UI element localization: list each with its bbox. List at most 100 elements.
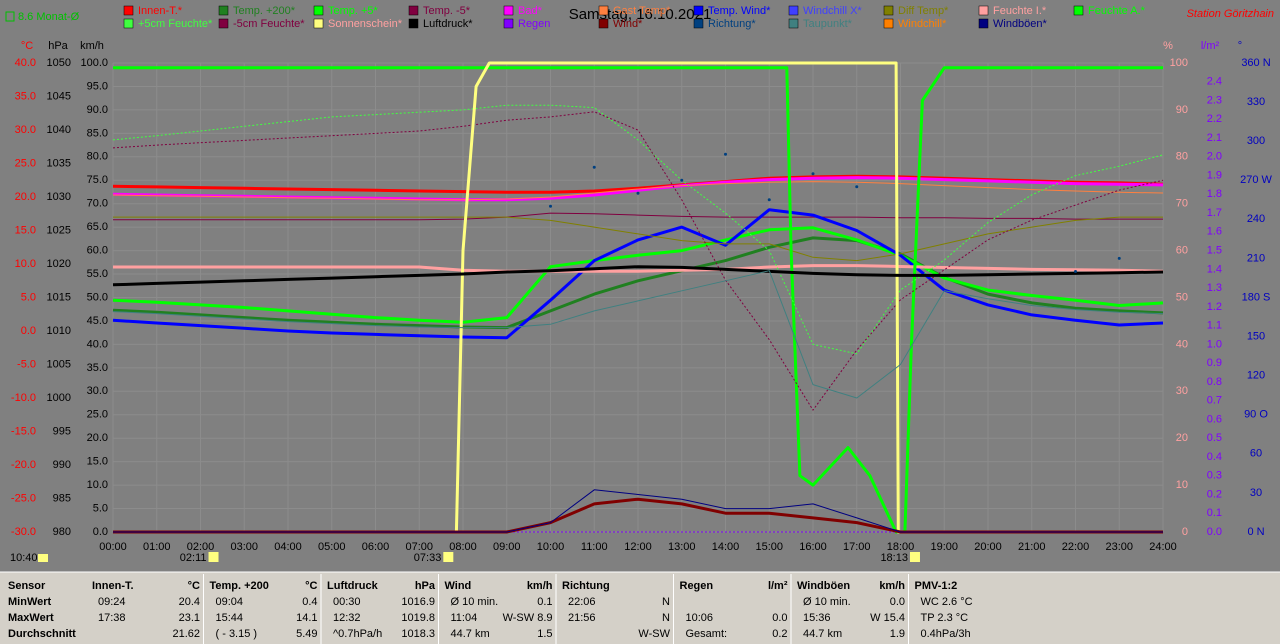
y5-tick-label: 0.8 (1207, 376, 1222, 388)
cell-text: ( - 3.15 ) (216, 628, 258, 640)
y-tick-label: 5.0 (21, 291, 36, 303)
y-tick-label: 10.0 (15, 258, 36, 270)
month-avg: 8.6 Monat-Ø (18, 11, 80, 23)
legend-swatch (408, 5, 419, 16)
x-tick-label: 14:00 (712, 541, 740, 553)
y3-tick-label: 95.0 (87, 80, 108, 92)
x-tick-label: 12:00 (624, 541, 652, 553)
y6-axis-unit: ° (1238, 40, 1242, 52)
column-header: Windböen (797, 580, 850, 592)
x-tick-label: 03:00 (230, 541, 258, 553)
cell-text: 22:06 (568, 596, 596, 608)
y5-tick-label: 1.4 (1207, 263, 1222, 275)
y3-tick-label: 85.0 (87, 127, 108, 139)
y5-tick-label: 1.5 (1207, 245, 1222, 257)
direction-dot (724, 152, 727, 156)
row-label: Sensor (8, 580, 46, 592)
y3-axis-unit: km/h (80, 40, 104, 52)
direction-dot (680, 178, 684, 182)
y2-tick-label: 1000 (47, 392, 71, 404)
y5-tick-label: 2.2 (1207, 113, 1222, 125)
y2-tick-label: 1040 (47, 124, 71, 136)
y4-tick-label: 50 (1176, 291, 1188, 303)
y4-tick-label: 80 (1176, 151, 1188, 163)
series-line (112, 104, 1164, 355)
legend-label: +5cm Feuchte* (138, 18, 213, 30)
cell-text: 21:56 (568, 612, 596, 624)
y3-tick-label: 70.0 (87, 198, 108, 210)
y3-tick-label: 75.0 (87, 174, 108, 186)
legend-label: Sonnenschein* (328, 18, 403, 30)
cell-text: 44.7 km (451, 628, 490, 640)
y3-tick-label: 0.0 (93, 526, 108, 538)
column-header: PMV-1:2 (915, 580, 958, 592)
y3-tick-label: 65.0 (87, 221, 108, 233)
x-tick-label: 15:00 (755, 541, 783, 553)
cell-value: N (662, 612, 670, 624)
cell-text: 0.4hPa/3h (921, 628, 971, 640)
legend-swatch (598, 18, 609, 29)
column-header: Richtung (562, 580, 610, 592)
y2-tick-label: 980 (53, 526, 71, 538)
y2-tick-label: 1005 (47, 358, 71, 370)
legend-label: Diff Temp* (898, 5, 949, 17)
y-tick-label: -20.0 (11, 459, 36, 471)
cell-value: 5.49 (296, 628, 317, 640)
cell-value: 1019.8 (401, 612, 435, 624)
series-line (112, 270, 1164, 399)
column-header: Regen (680, 580, 714, 592)
legend-swatch (978, 18, 989, 29)
y3-tick-label: 25.0 (87, 409, 108, 421)
y5-tick-label: 0.1 (1207, 507, 1222, 519)
cell-text: Gesamt: (686, 628, 728, 640)
y3-tick-label: 35.0 (87, 362, 108, 374)
y3-tick-label: 90.0 (87, 104, 108, 116)
marker-box (208, 552, 219, 562)
legend-swatch (503, 18, 514, 29)
y3-tick-label: 20.0 (87, 432, 108, 444)
y6-tick-label: 300 (1247, 135, 1265, 147)
y2-tick-label: 1050 (47, 57, 71, 69)
cell-value: W-SW (638, 628, 670, 640)
y5-tick-label: 0.2 (1207, 488, 1222, 500)
column-unit: l/m² (768, 580, 788, 592)
y3-tick-label: 10.0 (87, 479, 108, 491)
direction-dot (767, 198, 771, 202)
y4-axis-unit: % (1163, 40, 1173, 52)
legend-swatch (218, 18, 229, 29)
y6-tick-label: 120 (1247, 370, 1265, 382)
cell-value: 0.1 (537, 596, 552, 608)
x-tick-label: 23:00 (1105, 541, 1133, 553)
cell-value: 23.1 (179, 612, 200, 624)
cell-text: TP 2.3 °C (921, 612, 969, 624)
cell-text: 10:06 (686, 612, 714, 624)
y5-tick-label: 1.3 (1207, 282, 1222, 294)
series-line (112, 226, 1164, 324)
legend-swatch (693, 5, 704, 16)
time-marker: 18:13 (880, 552, 908, 564)
y5-tick-label: 0.6 (1207, 413, 1222, 425)
station: Station Göritzhain (1187, 8, 1274, 20)
y2-axis-unit: hPa (48, 40, 68, 52)
series-line (113, 489, 1163, 533)
series-line (112, 208, 1164, 340)
x-tick-label: 18:00 (887, 541, 915, 553)
column-header: Luftdruck (327, 580, 379, 592)
marker-box (909, 552, 920, 562)
y4-tick-label: 0 (1182, 526, 1188, 538)
y4-tick-label: 60 (1176, 245, 1188, 257)
cell-text: 09:04 (216, 596, 244, 608)
x-tick-label: 09:00 (493, 541, 521, 553)
column-unit: km/h (527, 580, 553, 592)
y5-tick-label: 0.3 (1207, 470, 1222, 482)
y4-tick-label: 10 (1176, 479, 1188, 491)
cell-value: 1016.9 (401, 596, 435, 608)
y6-tick-label: 330 (1247, 96, 1265, 108)
time-marker: 02:11 (180, 552, 207, 564)
y6-tick-label: 150 (1247, 330, 1265, 342)
y5-tick-label: 1.6 (1207, 226, 1222, 238)
legend-label: Feuchte I.* (993, 5, 1047, 17)
y3-tick-label: 55.0 (87, 268, 108, 280)
legend-label: Temp. Wind* (708, 5, 771, 17)
y5-tick-label: 1.8 (1207, 188, 1222, 200)
